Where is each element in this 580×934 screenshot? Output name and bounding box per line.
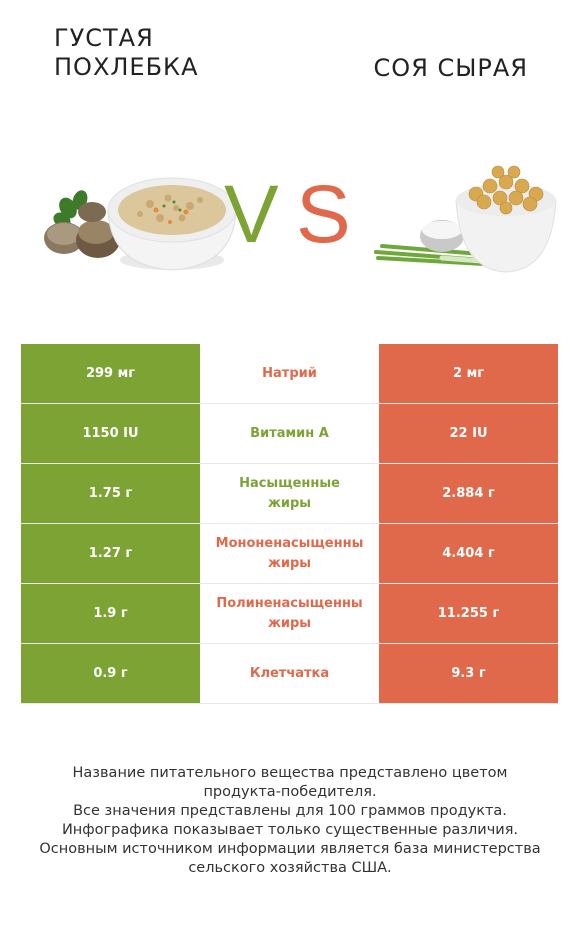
footer-notes: Название питательного вещества представл…: [20, 764, 560, 878]
soybeans-image: [374, 165, 557, 273]
vs-letter-s: S: [296, 169, 351, 260]
left-value: 1.27 г: [21, 523, 200, 584]
nutrient-label-line2: жиры: [267, 495, 312, 511]
nutrient-label: Клетчатка: [200, 643, 379, 704]
footer-line: Название питательного вещества представл…: [72, 765, 508, 781]
right-value: 2.884 г: [379, 463, 558, 524]
table-row: 0.9 г Клетчатка 9.3 г: [21, 643, 558, 704]
left-value: 1150 IU: [21, 403, 200, 464]
soup-image: [44, 177, 237, 271]
footer-line: Все значения представлены для 100 граммо…: [73, 803, 507, 819]
table-row: 1.75 г Насыщенные жиры 2.884 г: [21, 463, 558, 524]
nutrient-label: Витамин А: [200, 403, 379, 464]
nutrient-label-line2: жиры: [267, 615, 312, 631]
footer-line: Основным источником информации является …: [39, 841, 541, 857]
table-row: 1.9 г Полиненасыщенны жиры 11.255 г: [21, 583, 558, 644]
left-product-title: ГУСТАЯ ПОХЛЕБКА: [54, 24, 199, 81]
nutrient-label-line1: Полиненасыщенны: [216, 595, 363, 611]
nutrient-label: Натрий: [200, 344, 379, 404]
right-value: 22 IU: [379, 403, 558, 464]
right-value: 2 мг: [379, 344, 558, 404]
nutrient-label: Полиненасыщенны жиры: [200, 583, 379, 644]
table-row: 299 мг Натрий 2 мг: [21, 344, 558, 404]
nutrient-label-line1: Насыщенные: [239, 475, 340, 491]
nutrient-label-line1: Натрий: [262, 365, 317, 381]
right-value: 4.404 г: [379, 523, 558, 584]
right-value: 11.255 г: [379, 583, 558, 644]
comparison-table: 299 мг Натрий 2 мг 1150 IU Витамин А 22 IU 1.7…: [21, 344, 558, 704]
left-value: 1.9 г: [21, 583, 200, 644]
left-value: 0.9 г: [21, 643, 200, 704]
left-value: 299 мг: [21, 344, 200, 404]
right-product-title: СОЯ СЫРАЯ: [373, 54, 528, 82]
footer-line: Инфографика показывает только существенн…: [61, 822, 519, 838]
left-value: 1.75 г: [21, 463, 200, 524]
table-row: 1.27 г Мононенасыщенны жиры 4.404 г: [21, 523, 558, 584]
right-value: 9.3 г: [379, 643, 558, 704]
footer-line: продукта-победителя.: [203, 784, 377, 800]
table-row: 1150 IU Витамин А 22 IU: [21, 403, 558, 464]
footer-line: сельского хозяйства США.: [188, 860, 392, 876]
nutrient-label-line1: Мононенасыщенны: [215, 535, 364, 551]
nutrient-label-line1: Клетчатка: [249, 665, 330, 681]
nutrient-label-line2: жиры: [267, 555, 312, 571]
nutrient-label-line1: Витамин А: [250, 425, 329, 441]
nutrient-label: Мононенасыщенны жиры: [200, 523, 379, 584]
nutrient-label: Насыщенные жиры: [200, 463, 379, 524]
vs-letter-v: V: [224, 169, 279, 260]
